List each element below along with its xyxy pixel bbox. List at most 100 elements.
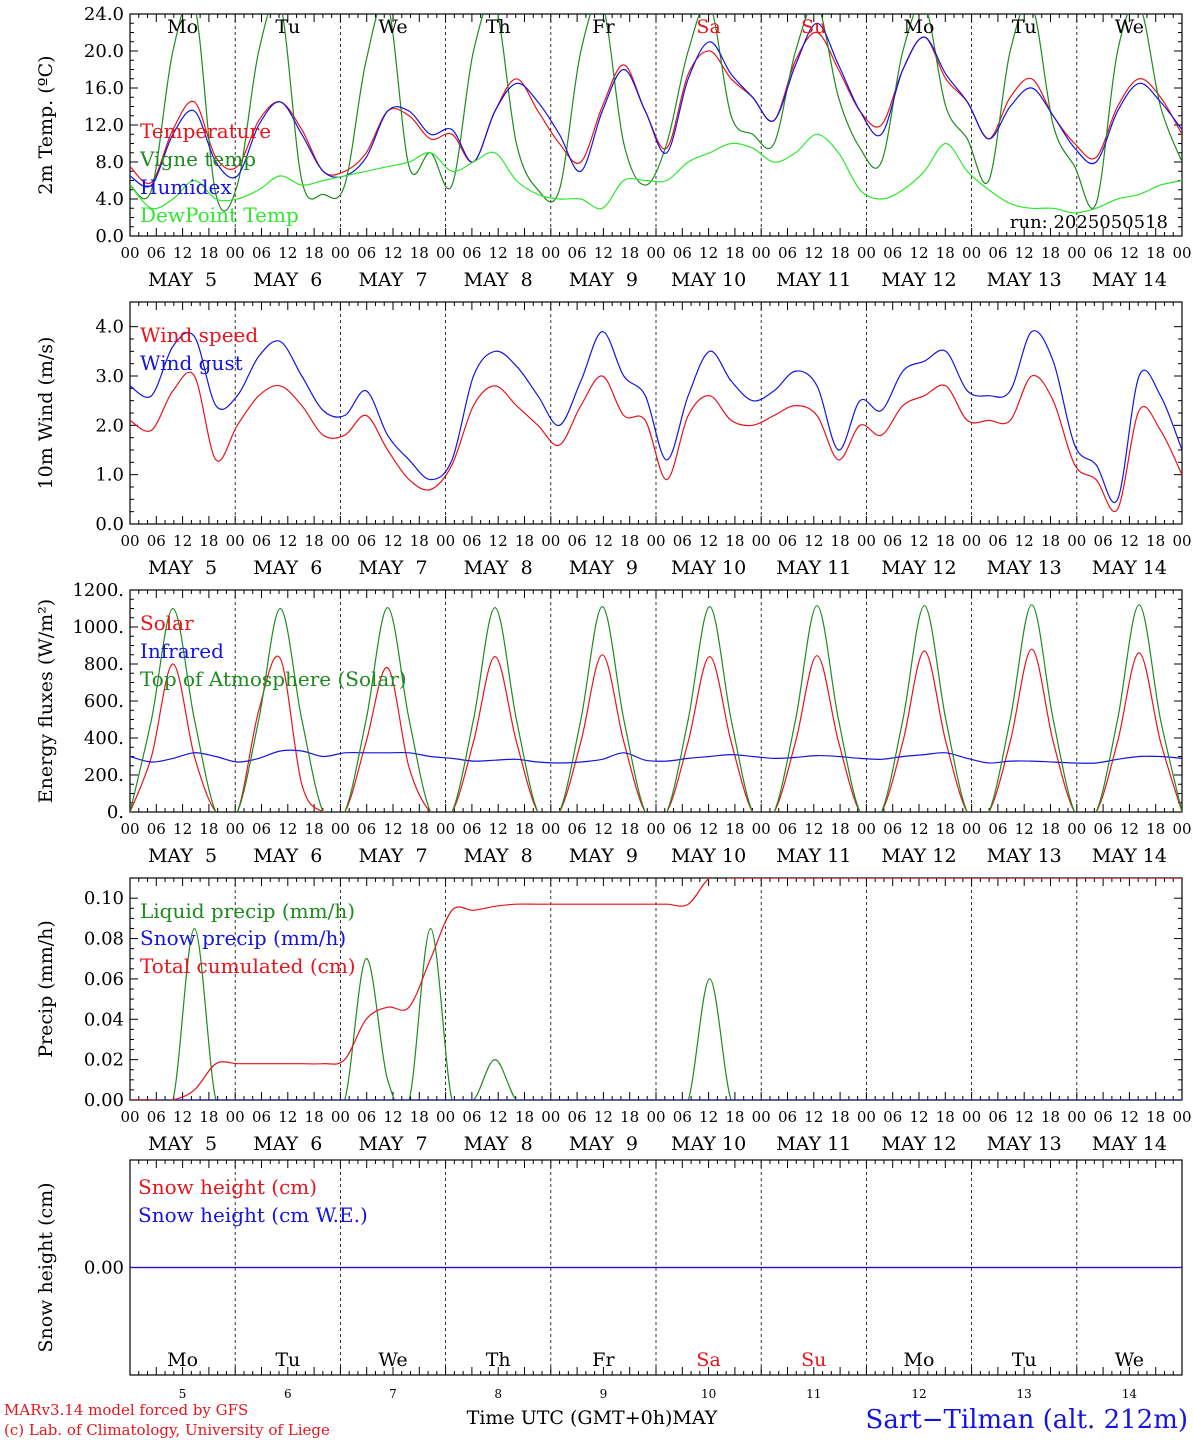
panel-5: 0.00 Snow height (cm) Snow height (cm) Snow… [35, 1159, 1183, 1401]
hour-label: 06 [1094, 532, 1113, 550]
hour-label: 06 [462, 1108, 481, 1126]
legend-entry: Wind gust [140, 351, 243, 375]
hour-label: 12 [278, 1108, 297, 1126]
weekday-label: Mo [167, 16, 198, 38]
hour-label: 12 [173, 820, 192, 838]
y-tick-label: 0.0 [95, 514, 124, 535]
hour-label: 12 [278, 532, 297, 550]
y-tick-label: 800. [84, 654, 124, 675]
series-line-dewpoint-temp [130, 133, 1182, 214]
weekday-label: Fr [592, 16, 615, 38]
date-label: MAY 9 [569, 845, 638, 867]
hour-label: 18 [410, 1108, 429, 1126]
date-label: MAY 10 [671, 1133, 746, 1155]
legend-entry: Snow height (cm) [138, 1175, 317, 1199]
hour-label: 00 [857, 532, 876, 550]
hour-label: 06 [883, 532, 902, 550]
hour-label: 12 [1120, 244, 1139, 262]
hour-label: 18 [305, 1108, 324, 1126]
hour-label: 18 [1041, 244, 1060, 262]
run-label: run: 2025050518 [1010, 212, 1168, 233]
hour-label: 06 [988, 244, 1007, 262]
hour-label: 18 [831, 532, 850, 550]
hour-label: 00 [1067, 820, 1086, 838]
hour-label: 12 [489, 532, 508, 550]
hour-label: 18 [515, 532, 534, 550]
y-tick-label: 4.0 [95, 317, 124, 338]
hour-label: 18 [1146, 1108, 1165, 1126]
date-label: MAY 7 [358, 557, 427, 579]
y-tick-label: 20.0 [84, 41, 124, 62]
y-tick-label: 0.00 [84, 1090, 124, 1111]
hour-label: 06 [1094, 244, 1113, 262]
hour-label: 06 [357, 244, 376, 262]
hour-label: 12 [489, 244, 508, 262]
date-label: MAY 6 [253, 557, 322, 579]
date-label: MAY 7 [358, 845, 427, 867]
hour-label: 18 [620, 244, 639, 262]
hour-label: 00 [1172, 820, 1191, 838]
y-tick-label: 1200. [72, 580, 124, 601]
hour-label: 00 [1172, 1108, 1191, 1126]
day-number: 9 [600, 1387, 608, 1401]
hour-label: 06 [778, 820, 797, 838]
hour-label: 18 [305, 244, 324, 262]
hour-label: 06 [568, 532, 587, 550]
weekday-label: We [1115, 1349, 1144, 1371]
date-label: MAY 5 [148, 557, 217, 579]
y-axis-title: Energy fluxes (W/m²) [35, 599, 57, 803]
hour-label: 06 [673, 244, 692, 262]
hour-label: 12 [1015, 1108, 1034, 1126]
hour-label: 18 [620, 532, 639, 550]
date-label: MAY 12 [881, 845, 956, 867]
weekday-label: Tu [1012, 16, 1037, 38]
hour-label: 12 [909, 244, 928, 262]
hour-label: 00 [541, 244, 560, 262]
series-line-solar [130, 648, 1182, 812]
hour-label: 00 [752, 820, 771, 838]
hour-label: 00 [436, 820, 455, 838]
hour-label: 06 [357, 532, 376, 550]
y-tick-label: 600. [84, 691, 124, 712]
date-label: MAY 11 [776, 845, 851, 867]
day-number: 14 [1122, 1387, 1138, 1401]
series-line-wind-speed [130, 371, 1182, 513]
hour-label: 00 [1172, 244, 1191, 262]
date-label: MAY 8 [464, 845, 533, 867]
hour-label: 00 [226, 820, 245, 838]
hour-label: 18 [199, 1108, 218, 1126]
hour-label: 12 [699, 1108, 718, 1126]
station-name: Sart−Tilman (alt. 212m) [866, 1405, 1188, 1435]
weekday-label: Mo [904, 1349, 935, 1371]
hour-label: 06 [252, 1108, 271, 1126]
hour-label: 12 [278, 820, 297, 838]
date-label: MAY 9 [569, 1133, 638, 1155]
legend-entry: Temperature [140, 119, 271, 143]
panel-2: 0.0 1.0 2.0 3.0 4.0 10m Wind (m/s) Wind speed W… [35, 301, 1192, 579]
hour-label: 00 [541, 820, 560, 838]
hour-label: 00 [436, 244, 455, 262]
hour-label: 12 [594, 532, 613, 550]
hour-label: 00 [331, 532, 350, 550]
hour-label: 00 [857, 244, 876, 262]
hour-label: 18 [936, 532, 955, 550]
hour-label: 06 [778, 532, 797, 550]
hour-label: 12 [383, 244, 402, 262]
legend-entry: Solar [140, 611, 194, 635]
series-line-temperature [130, 31, 1182, 185]
hour-label: 06 [462, 820, 481, 838]
x-axis-title: Time UTC (GMT+0h)MAY [467, 1407, 718, 1429]
y-tick-label: 0.10 [84, 888, 124, 909]
date-label: MAY 11 [776, 557, 851, 579]
hour-label: 18 [936, 244, 955, 262]
hour-label: 00 [226, 1108, 245, 1126]
y-tick-label: 1000. [72, 617, 124, 638]
weekday-label: We [378, 16, 407, 38]
hour-label: 00 [120, 1108, 139, 1126]
y-tick-label: 0.0 [95, 226, 124, 247]
y-tick-label: 12.0 [84, 115, 124, 136]
hour-label: 00 [857, 1108, 876, 1126]
series-line-infrared [130, 749, 1182, 764]
hour-label: 00 [752, 532, 771, 550]
date-label: MAY 12 [881, 269, 956, 291]
